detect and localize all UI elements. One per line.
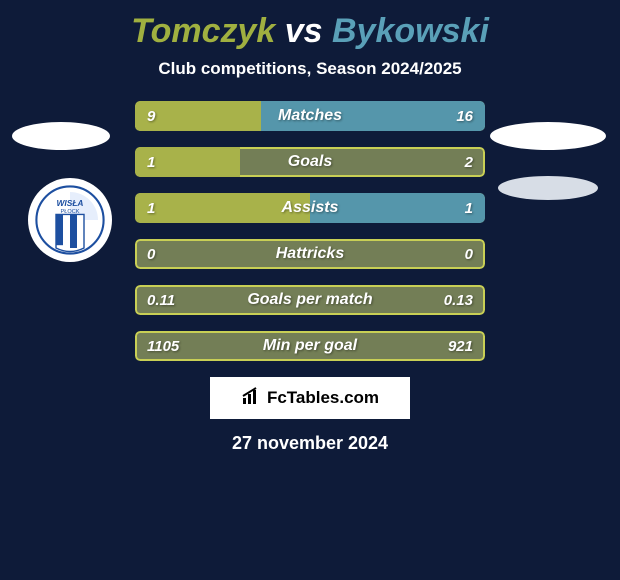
stat-row: 0.110.13Goals per match	[135, 285, 485, 315]
player1-name: Tomczyk	[131, 12, 275, 50]
team-badge-icon: WISŁA PŁOCK	[28, 178, 112, 262]
stat-row: 11Assists	[135, 193, 485, 223]
stat-label: Matches	[135, 101, 485, 131]
comparison-title: Tomczyk vs Bykowski	[0, 12, 620, 51]
brand-text: FcTables.com	[267, 388, 379, 408]
decorative-ellipse-left	[12, 122, 110, 150]
stat-label: Assists	[135, 193, 485, 223]
stat-label: Goals	[135, 147, 485, 177]
stat-label: Goals per match	[135, 285, 485, 315]
stat-label: Hattricks	[135, 239, 485, 269]
footer-date: 27 november 2024	[0, 433, 620, 454]
svg-text:WISŁA: WISŁA	[57, 198, 84, 208]
subtitle: Club competitions, Season 2024/2025	[0, 59, 620, 79]
stat-label: Min per goal	[135, 331, 485, 361]
brand-badge: FcTables.com	[210, 377, 410, 419]
vs-text: vs	[285, 12, 323, 50]
stat-row: 1105921Min per goal	[135, 331, 485, 361]
decorative-ellipse-right-bottom	[498, 176, 598, 200]
stats-bars: 916Matches 12Goals 11Assists 00Hattricks 0.1…	[135, 101, 485, 361]
stat-row: 00Hattricks	[135, 239, 485, 269]
player2-name: Bykowski	[332, 12, 489, 50]
svg-text:PŁOCK: PŁOCK	[61, 209, 80, 215]
stat-row: 916Matches	[135, 101, 485, 131]
stat-row: 12Goals	[135, 147, 485, 177]
comparison-card: Tomczyk vs Bykowski Club competitions, S…	[0, 0, 620, 580]
brand-logo-icon	[241, 386, 261, 411]
decorative-ellipse-right-top	[490, 122, 606, 150]
